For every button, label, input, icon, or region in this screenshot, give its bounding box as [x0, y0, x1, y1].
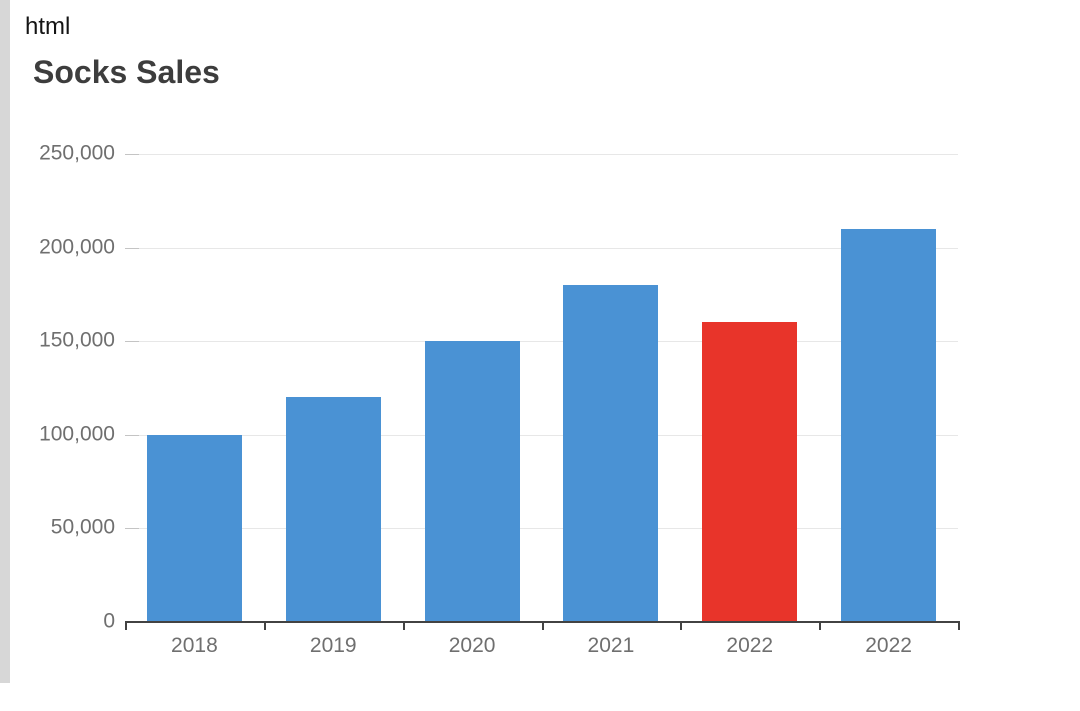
code-language-label: html [25, 13, 71, 40]
x-axis-label: 2021 [587, 634, 635, 657]
gridline [125, 434, 958, 436]
y-axis-label: 50,000 [50, 515, 115, 539]
x-axis-tick [263, 622, 266, 630]
x-axis-tick [125, 622, 127, 630]
chart-title: Socks Sales [33, 54, 220, 90]
bar-2022 [702, 322, 798, 622]
gridline [125, 247, 958, 249]
gridline [125, 341, 958, 343]
y-axis-tick [125, 247, 139, 249]
bar-2022 [841, 228, 937, 622]
bar-2021 [563, 285, 659, 622]
y-axis-label: 200,000 [39, 235, 115, 259]
x-axis-label: 2022 [865, 634, 912, 657]
x-axis-tick [819, 622, 822, 630]
y-axis-tick [125, 528, 139, 530]
y-axis-tick [125, 341, 139, 343]
bar-2020 [424, 341, 520, 622]
x-axis-label: 2019 [309, 634, 357, 657]
gridline [125, 154, 958, 155]
y-axis-label: 150,000 [39, 328, 115, 352]
gridline [125, 528, 958, 530]
y-axis-label: 250,000 [39, 141, 115, 165]
y-axis-label: 100,000 [39, 422, 115, 446]
bar-2019 [285, 397, 381, 622]
x-axis-tick [402, 622, 405, 630]
y-axis-label: 0 [103, 609, 115, 633]
x-axis-tick [541, 622, 544, 630]
x-axis-tick [680, 622, 683, 630]
x-axis-label: 2020 [448, 634, 496, 657]
left-edge-strip [0, 0, 10, 683]
bar-2018 [146, 434, 242, 622]
y-axis-tick [125, 154, 139, 155]
y-axis-tick [125, 434, 139, 436]
x-axis-tick [958, 622, 960, 630]
x-axis-label: 2018 [171, 634, 218, 657]
x-axis-label: 2022 [726, 634, 774, 657]
